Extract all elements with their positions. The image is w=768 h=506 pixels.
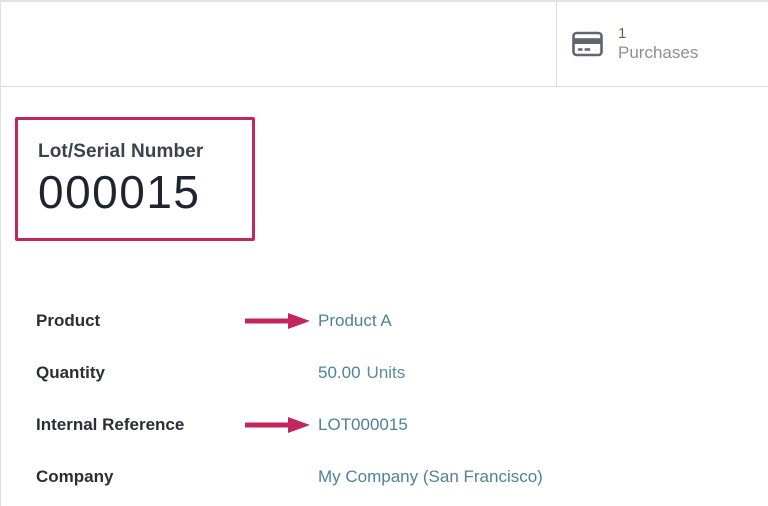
- lot-serial-field-label: Lot/Serial Number: [38, 141, 204, 162]
- purchases-stat-button[interactable]: 1 Purchases: [556, 2, 768, 86]
- lot-serial-number-value: 000015: [38, 166, 201, 218]
- quantity-value: 50.00: [318, 363, 361, 382]
- lot-serial-highlight-box: Lot/Serial Number 000015: [15, 117, 255, 241]
- internal-reference-value: LOT000015: [318, 415, 408, 434]
- company-link[interactable]: My Company (San Francisco): [318, 467, 543, 486]
- product-link[interactable]: Product A: [318, 311, 392, 330]
- internal-reference-field-label: Internal Reference: [36, 415, 185, 434]
- annotation-arrow-product: [244, 313, 318, 329]
- purchases-count: 1: [618, 25, 627, 43]
- field-row-company: Company My Company (San Francisco): [36, 451, 768, 503]
- product-field-label: Product: [36, 311, 101, 330]
- field-row-internal-reference: Internal Reference LOT000015: [36, 399, 768, 451]
- form-status-bar: 1 Purchases: [1, 2, 768, 87]
- purchases-label: Purchases: [618, 42, 699, 62]
- credit-card-icon: [572, 31, 603, 57]
- quantity-field-label: Quantity: [36, 363, 105, 382]
- quantity-uom: Units: [366, 363, 406, 382]
- annotation-arrow-internal-reference: [244, 417, 318, 433]
- field-row-product: Product Product A: [36, 295, 768, 347]
- stat-button-text: 1 Purchases: [618, 25, 698, 63]
- lot-form-fields: Product Product A Quantity 50.00 Units I…: [36, 295, 768, 503]
- company-field-label: Company: [36, 467, 114, 486]
- field-row-quantity: Quantity 50.00 Units: [36, 347, 768, 399]
